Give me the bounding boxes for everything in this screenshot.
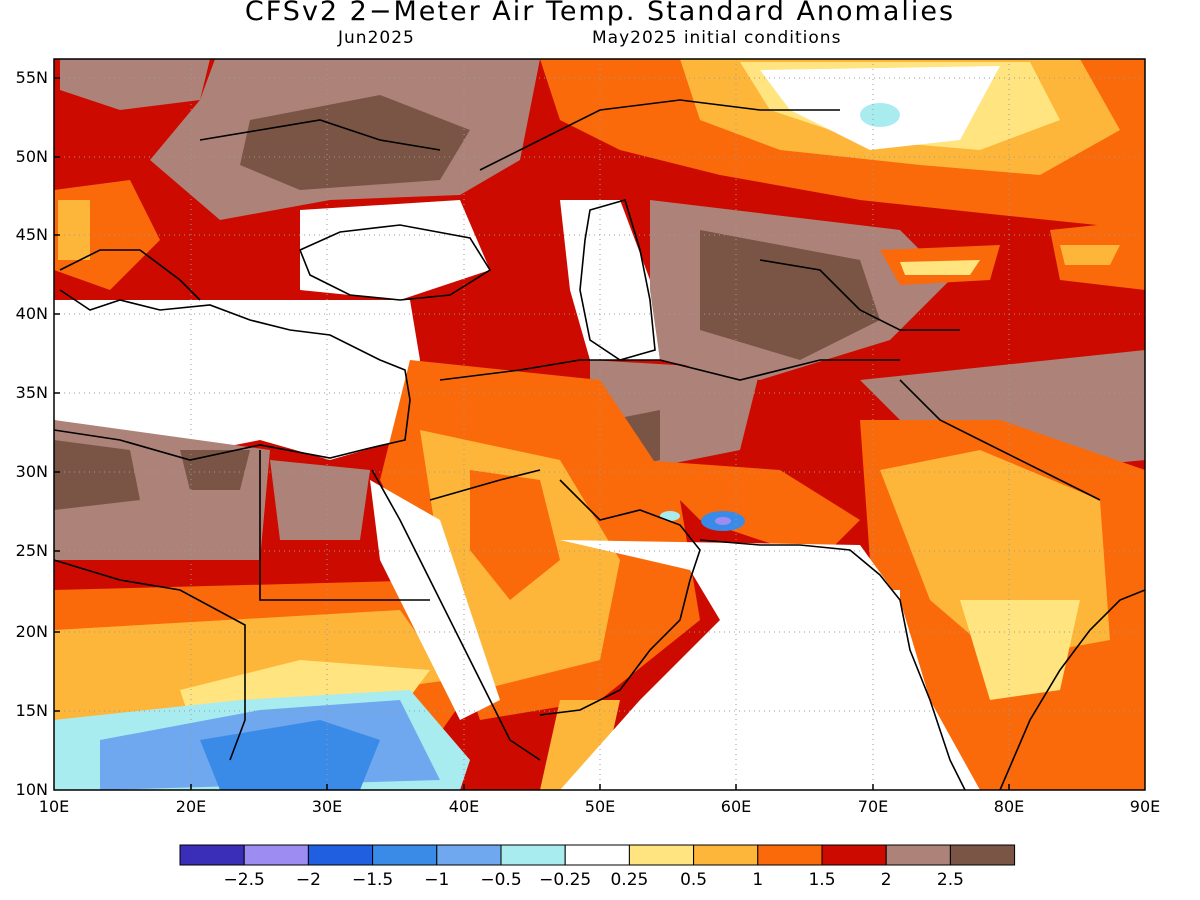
anomaly-fill (54, 59, 1145, 790)
lon-label: 80E (994, 797, 1024, 816)
lon-label: 10E (39, 797, 69, 816)
colorbar-swatch (628, 844, 695, 866)
colorbar: −2.5 −2 −1.5 −1 −0.5 −0.25 0.25 0.5 1 1.5 2 2.5 (179, 844, 1016, 890)
lon-label: 40E (449, 797, 479, 816)
map-title: CFSv2 2−Meter Air Temp. Standard Anomali… (244, 0, 956, 27)
colorbar-swatch (564, 844, 630, 866)
lat-label: 25N (16, 541, 48, 560)
colorbar-swatch (307, 844, 374, 866)
colorbar-swatch (693, 844, 759, 866)
colorbar-label: 1.5 (808, 870, 835, 890)
axis-ticks (54, 77, 1010, 790)
colorbar-swatch (821, 844, 887, 866)
colorbar-label: 2 (881, 870, 892, 890)
colorbar-swatch (885, 844, 951, 866)
lon-label: 20E (176, 797, 206, 816)
lat-label: 35N (16, 383, 48, 402)
colorbar-label: −2 (296, 870, 321, 890)
colorbar-label: −0.5 (480, 870, 521, 890)
colorbar-swatch (179, 844, 245, 866)
colorbar-label: 1 (752, 870, 763, 890)
lat-label: 30N (16, 462, 48, 481)
colorbar-swatch (949, 844, 1016, 866)
colorbar-swatch (372, 844, 438, 866)
colorbar-label: −1.5 (352, 870, 393, 890)
colorbar-label: 2.5 (937, 870, 964, 890)
lat-label: 40N (16, 304, 48, 323)
lon-label: 50E (585, 797, 615, 816)
colorbar-label: −1 (424, 870, 449, 890)
lon-label: 60E (721, 797, 751, 816)
lon-label: 30E (312, 797, 342, 816)
lat-label: 50N (16, 147, 48, 166)
colorbar-label: −0.25 (539, 870, 591, 890)
lat-label: 20N (16, 622, 48, 641)
latitude-labels: 55N 50N 45N 40N 35N 30N 25N 20N 15N 10N (16, 68, 48, 799)
lat-label: 45N (16, 225, 48, 244)
lat-label: 15N (16, 701, 48, 720)
graticule (54, 59, 1145, 790)
lon-label: 70E (858, 797, 888, 816)
lat-label: 10N (16, 780, 48, 799)
longitude-labels: 10E 20E 30E 40E 50E 60E 70E 80E 90E (39, 797, 1160, 816)
colorbar-swatch (500, 844, 566, 866)
lon-label: 90E (1130, 797, 1160, 816)
coastlines (54, 99, 1145, 790)
forecast-month: Jun2025 (338, 28, 415, 48)
colorbar-label: 0.5 (680, 870, 707, 890)
colorbar-label: −2.5 (224, 870, 265, 890)
lat-label: 55N (16, 68, 48, 87)
initial-conditions: May2025 initial conditions (592, 28, 842, 48)
colorbar-swatch (757, 844, 823, 866)
colorbar-label: 0.25 (610, 870, 648, 890)
colorbar-swatch (436, 844, 502, 866)
colorbar-swatch (243, 844, 309, 866)
